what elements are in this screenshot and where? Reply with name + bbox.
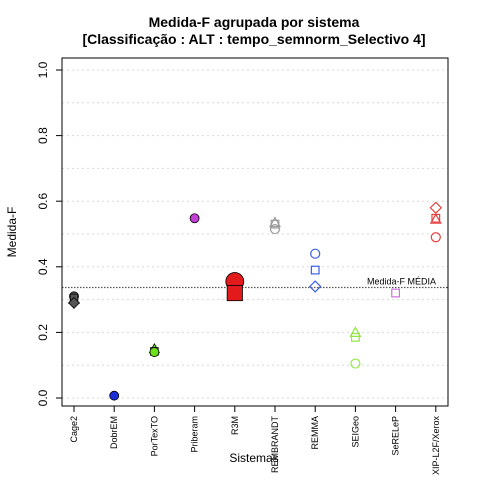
data-point-circle [109, 390, 120, 401]
x-tick-label: XIP-L2F/Xerox [431, 416, 441, 476]
data-point-square [270, 219, 280, 229]
x-tick-label: REMMA [310, 416, 320, 450]
chart-title-line1: Medida-F agrupada por sistema [149, 14, 360, 30]
y-axis-label: Medida-F [5, 207, 19, 258]
data-point-diamond [429, 201, 443, 215]
x-tick-label: DobrEM [109, 416, 119, 449]
data-point-square [310, 265, 320, 275]
data-points [68, 201, 443, 401]
chart-title-line2: [Classificação : ALT : tempo_semnorm_Sel… [82, 31, 425, 47]
data-point-triangle [349, 326, 362, 337]
data-point-diamond [68, 296, 80, 309]
x-axis: Cage2 DobrEM PorTexTO Priberam R3M REMBRANDT R… [69, 406, 441, 475]
data-point-square [391, 288, 401, 298]
data-point-diamond [308, 280, 322, 293]
data-point-circle [350, 358, 361, 369]
data-point-square [226, 284, 243, 302]
y-tick-label: 1.0 [36, 61, 50, 78]
data-point-circle [189, 213, 200, 224]
x-axis-label: Sistemas [229, 451, 278, 465]
y-tick-label: 0.2 [36, 324, 50, 341]
grid-lines [62, 69, 448, 399]
data-point-triangle [269, 216, 281, 228]
x-tick-label: Cage2 [69, 416, 79, 443]
reference-line-group: Medida-F MÉDIA [62, 276, 448, 289]
data-point-triangle [429, 213, 442, 224]
plot-frame [61, 57, 449, 407]
y-tick-label: 0.6 [36, 193, 50, 210]
x-tick-label: SeRELeP [391, 416, 401, 456]
y-tick-label: 0.4 [36, 258, 50, 275]
data-point-square [350, 332, 360, 342]
x-tick-label: R3M [230, 416, 240, 435]
y-tick-label: 0.0 [36, 389, 50, 406]
data-point-circle [310, 248, 321, 259]
data-point-circle [149, 347, 160, 357]
x-tick-label: Priberam [190, 416, 200, 453]
y-tick-label: 0.8 [36, 127, 50, 144]
x-tick-label: REMBRANDT [270, 416, 280, 474]
y-axis: 0.0 0.2 0.4 0.6 0.8 1.0 [36, 61, 62, 406]
x-tick-label: PorTexTO [149, 416, 159, 456]
data-point-circle [430, 232, 441, 243]
reference-line-label: Medida-F MÉDIA [367, 276, 436, 286]
x-tick-label: SEIGeo [350, 416, 360, 448]
data-point-circle [269, 223, 281, 235]
